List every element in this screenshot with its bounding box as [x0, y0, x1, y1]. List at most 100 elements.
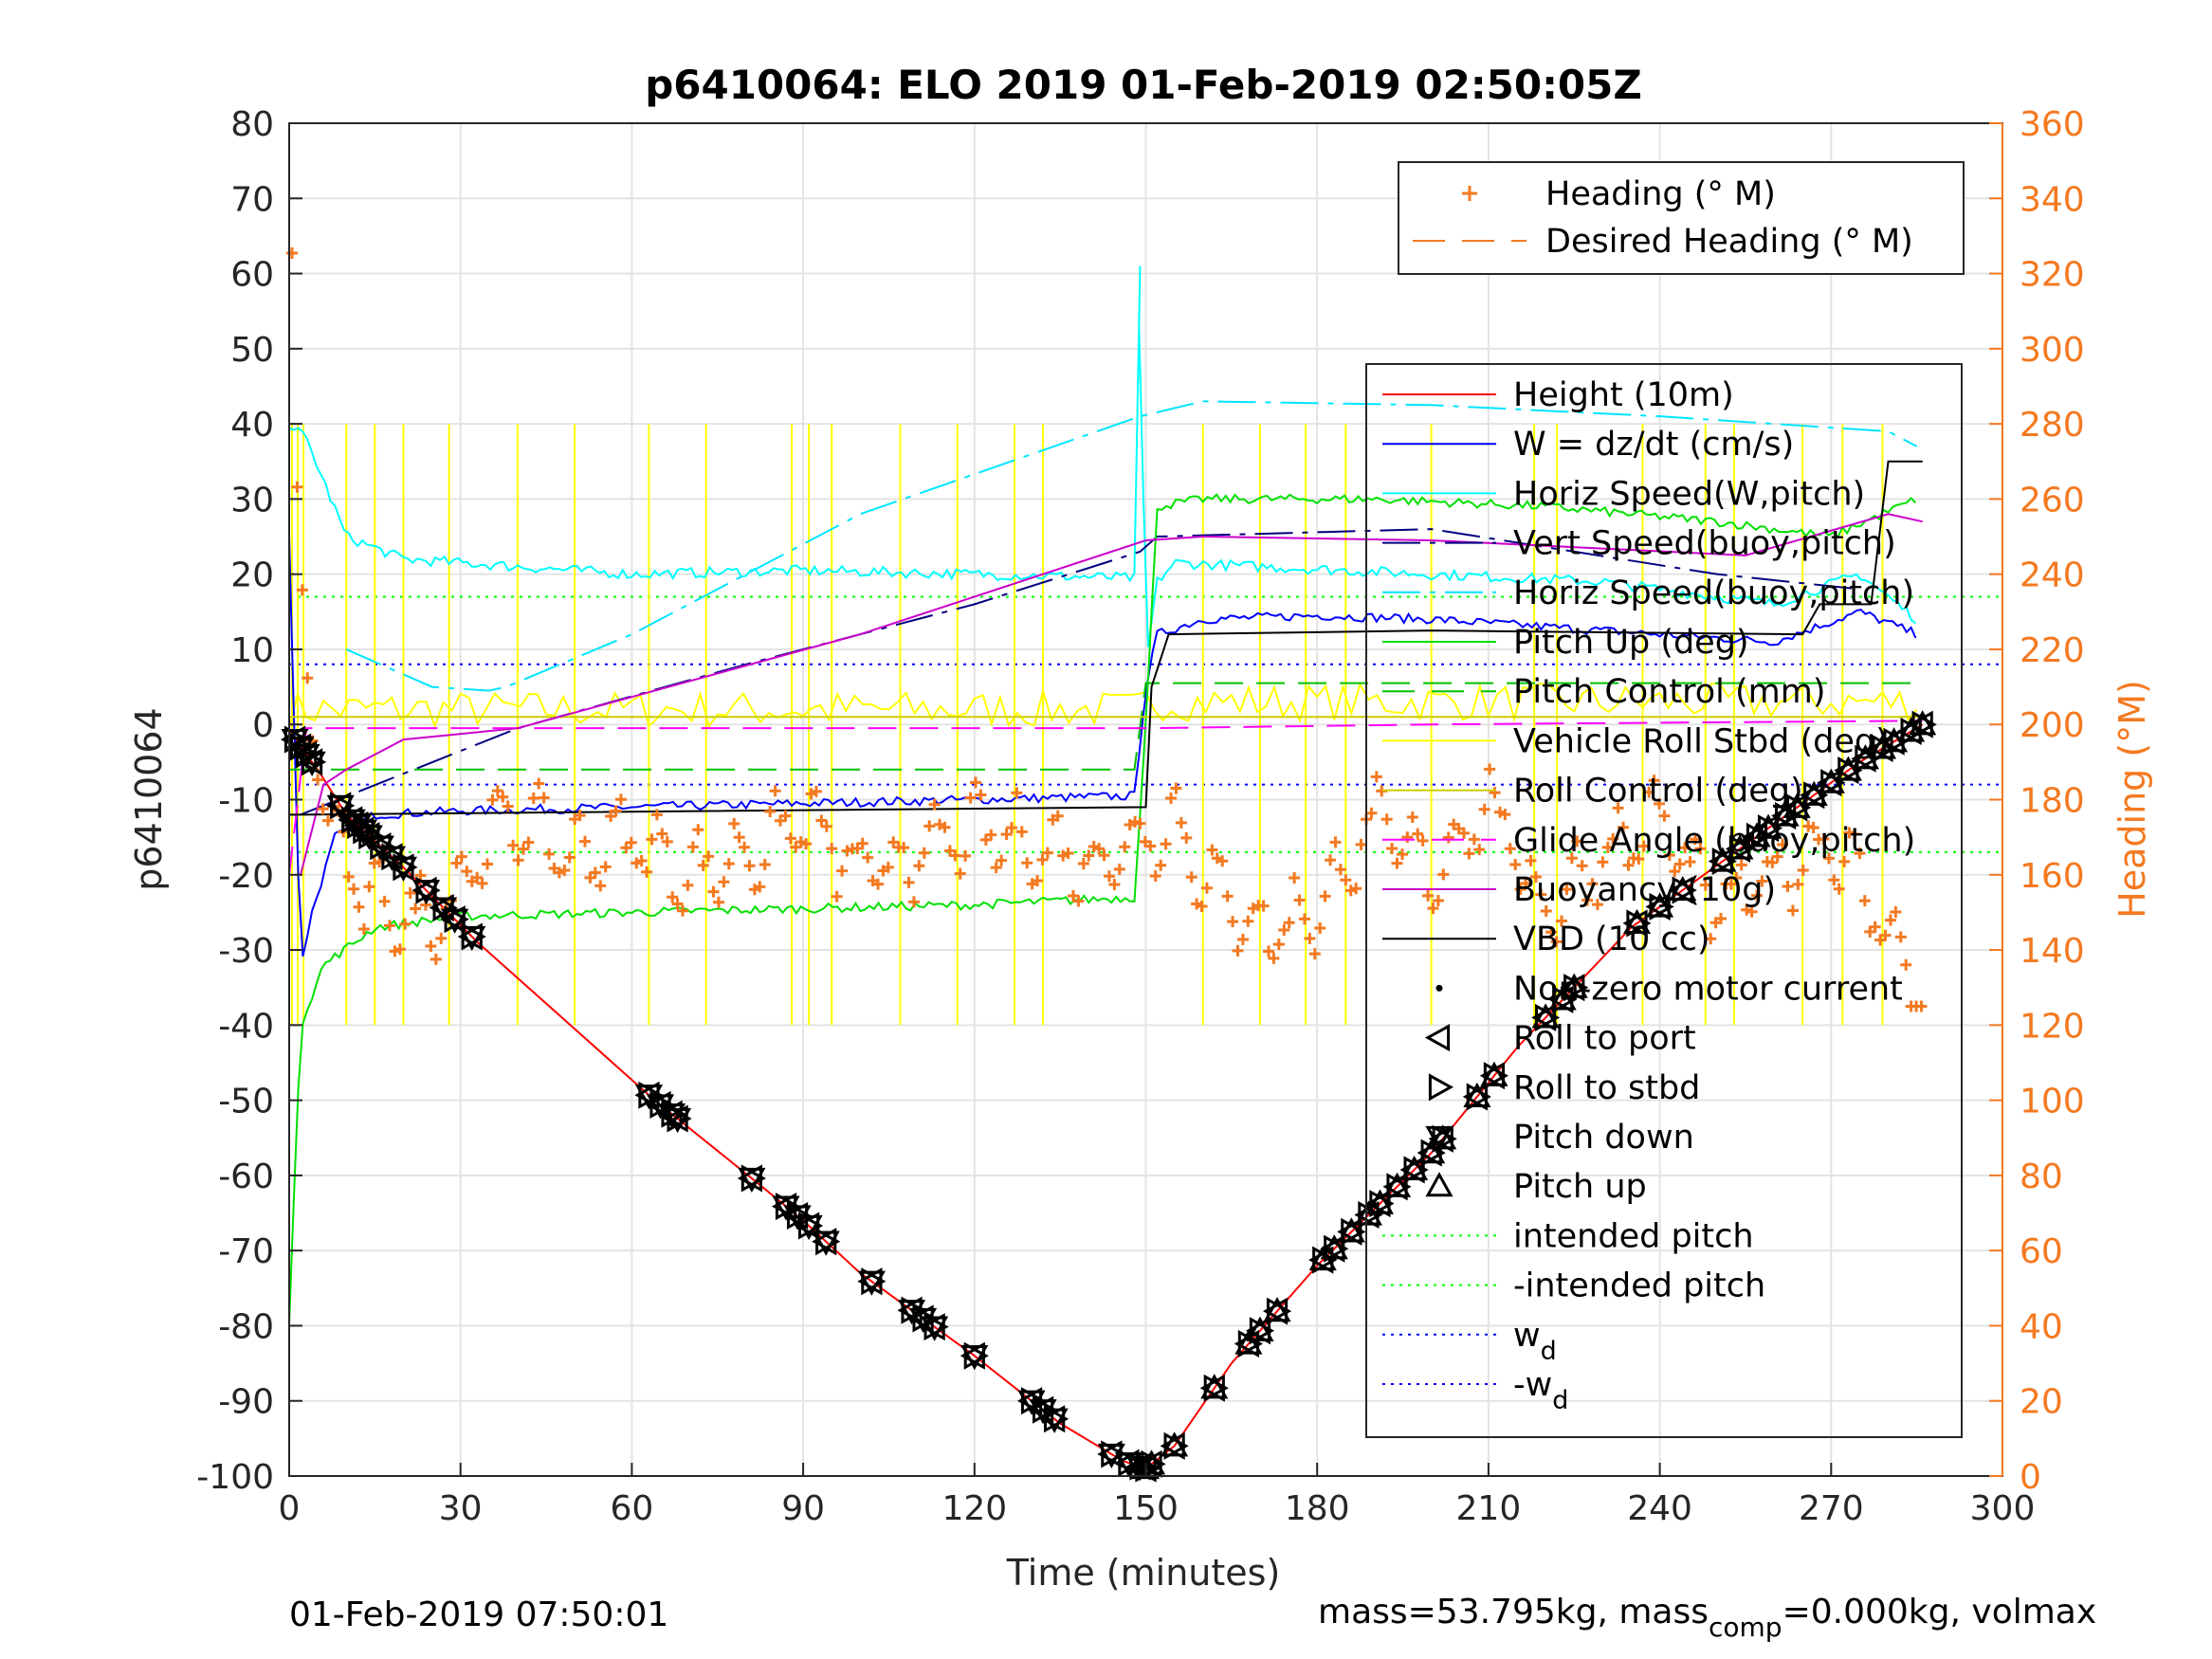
heading-marker — [1777, 838, 1789, 850]
heading-marker — [393, 943, 406, 956]
pitch-up-marker — [1754, 813, 1782, 839]
heading-marker — [1807, 821, 1819, 833]
heading-marker — [1268, 952, 1280, 964]
heading-marker — [1011, 787, 1023, 799]
heading-marker — [1735, 859, 1747, 871]
heading-marker — [692, 824, 704, 836]
heading-marker — [856, 837, 868, 849]
x-tick-label: 300 — [1970, 1489, 2036, 1528]
y2-tick-label: 80 — [2020, 1158, 2063, 1196]
y2-tick-label: 140 — [2020, 932, 2085, 971]
heading-marker — [1289, 872, 1301, 884]
heading-marker — [718, 876, 730, 888]
legend-main-label-roll-control-deg: Roll Control (deg) — [1513, 773, 1803, 811]
heading-marker — [455, 850, 467, 863]
heading-marker — [517, 843, 529, 855]
heading-marker — [898, 842, 910, 854]
legend-main-symbol-pitch-up — [1425, 1172, 1453, 1197]
heading-marker — [990, 862, 1002, 874]
legend-main-label-vbd-10-cc: VBD (10 cc) — [1513, 921, 1710, 958]
heading-marker — [1869, 921, 1881, 933]
pitch-down-marker — [349, 819, 377, 846]
pitch-up-marker — [1263, 1297, 1291, 1322]
heading-marker — [939, 821, 951, 833]
pitch-down-marker — [909, 1307, 938, 1333]
heading-marker — [296, 584, 308, 596]
legend-main-label-height-10m: Height (10m) — [1513, 376, 1734, 414]
series-layer — [288, 265, 1924, 1470]
pitch-up-marker — [1817, 768, 1845, 793]
heading-marker — [1200, 882, 1213, 894]
legend-main-label-roll-to-stbd: Roll to stbd — [1513, 1069, 1700, 1107]
heading-marker — [1756, 875, 1768, 887]
heading-marker — [461, 866, 473, 878]
roll-to-stbd-marker — [301, 748, 327, 776]
y2-axis-label: Heading (°M) — [2111, 680, 2153, 919]
series-buoyancy-10g — [300, 513, 1923, 876]
heading-marker — [543, 848, 556, 860]
heading-marker — [1822, 852, 1835, 865]
roll-to-stbd-marker — [1101, 1440, 1126, 1468]
y-tick-label: 60 — [230, 256, 274, 295]
heading-marker — [1072, 895, 1085, 907]
y2-tick-label: 260 — [2020, 481, 2085, 520]
pitch-down-marker — [812, 1231, 840, 1256]
heading-marker — [1432, 895, 1444, 907]
legend-main-label-pitch-control-mm: Pitch Control (mm) — [1513, 673, 1825, 711]
heading-marker — [960, 849, 972, 862]
heading-marker — [589, 866, 601, 879]
heading-marker — [1715, 912, 1728, 924]
heading-marker — [512, 854, 524, 866]
heading-marker — [831, 890, 843, 902]
heading-marker — [399, 918, 411, 930]
heading-marker — [1221, 890, 1234, 902]
heading-marker — [1180, 831, 1193, 844]
legend-main-label-vehicle-roll-stbd-deg: Vehicle Roll Stbd (deg) — [1513, 722, 1889, 760]
heading-marker — [1643, 786, 1655, 798]
roll-to-stbd-marker — [1649, 892, 1674, 921]
heading-marker — [1648, 775, 1660, 787]
pitch-down-marker — [897, 1300, 926, 1325]
heading-marker — [1325, 854, 1337, 866]
heading-marker — [579, 835, 592, 848]
heading-marker — [594, 880, 607, 892]
pitch-up-marker — [1897, 717, 1926, 742]
heading-marker — [1062, 847, 1074, 859]
heading-marker — [533, 777, 545, 790]
pitch-up-marker — [1726, 834, 1754, 860]
pitch-up-marker — [1669, 875, 1697, 902]
y2-tick-label: 60 — [2020, 1232, 2063, 1271]
heading-marker — [342, 870, 355, 883]
roll-to-stbd-marker — [1711, 847, 1737, 876]
heading-marker — [1730, 871, 1743, 884]
pitch-up-marker — [1463, 1082, 1491, 1108]
heading-marker — [348, 883, 360, 895]
heading-marker — [1015, 826, 1028, 838]
heading-marker — [1540, 904, 1552, 917]
mass-footer-sub: comp — [1709, 1612, 1782, 1643]
y2-tick-label: 340 — [2020, 180, 2085, 219]
heading-marker — [650, 809, 663, 821]
series-pitch-control-mm — [289, 682, 1923, 771]
heading-marker — [1093, 843, 1106, 855]
mass-footer-a: mass=53.795kg, mass — [1318, 1593, 1709, 1632]
pitch-up-marker — [1480, 1061, 1508, 1086]
roll-to-stbd-marker — [1324, 1234, 1349, 1263]
heading-marker — [1314, 921, 1326, 934]
heading-marker — [1591, 899, 1603, 911]
heading-marker — [686, 841, 699, 853]
heading-marker — [1669, 866, 1681, 878]
heading-marker — [1890, 906, 1902, 919]
heading-marker — [1350, 883, 1362, 895]
heading-marker — [1272, 939, 1285, 951]
pitch-down-marker — [738, 1167, 766, 1194]
x-axis: 0 30 60 90 120 150 180 210 240 270 300 — [279, 1463, 2036, 1528]
heading-marker — [1083, 849, 1095, 862]
heading-marker — [1380, 813, 1393, 826]
heading-marker — [728, 817, 740, 830]
heading-marker — [1854, 848, 1866, 860]
heading-marker — [671, 898, 684, 910]
heading-marker — [810, 785, 822, 797]
legend-heading-label-desired-heading-m: Desired Heading (° M) — [1545, 223, 1913, 261]
pitch-down-marker — [658, 1103, 686, 1129]
